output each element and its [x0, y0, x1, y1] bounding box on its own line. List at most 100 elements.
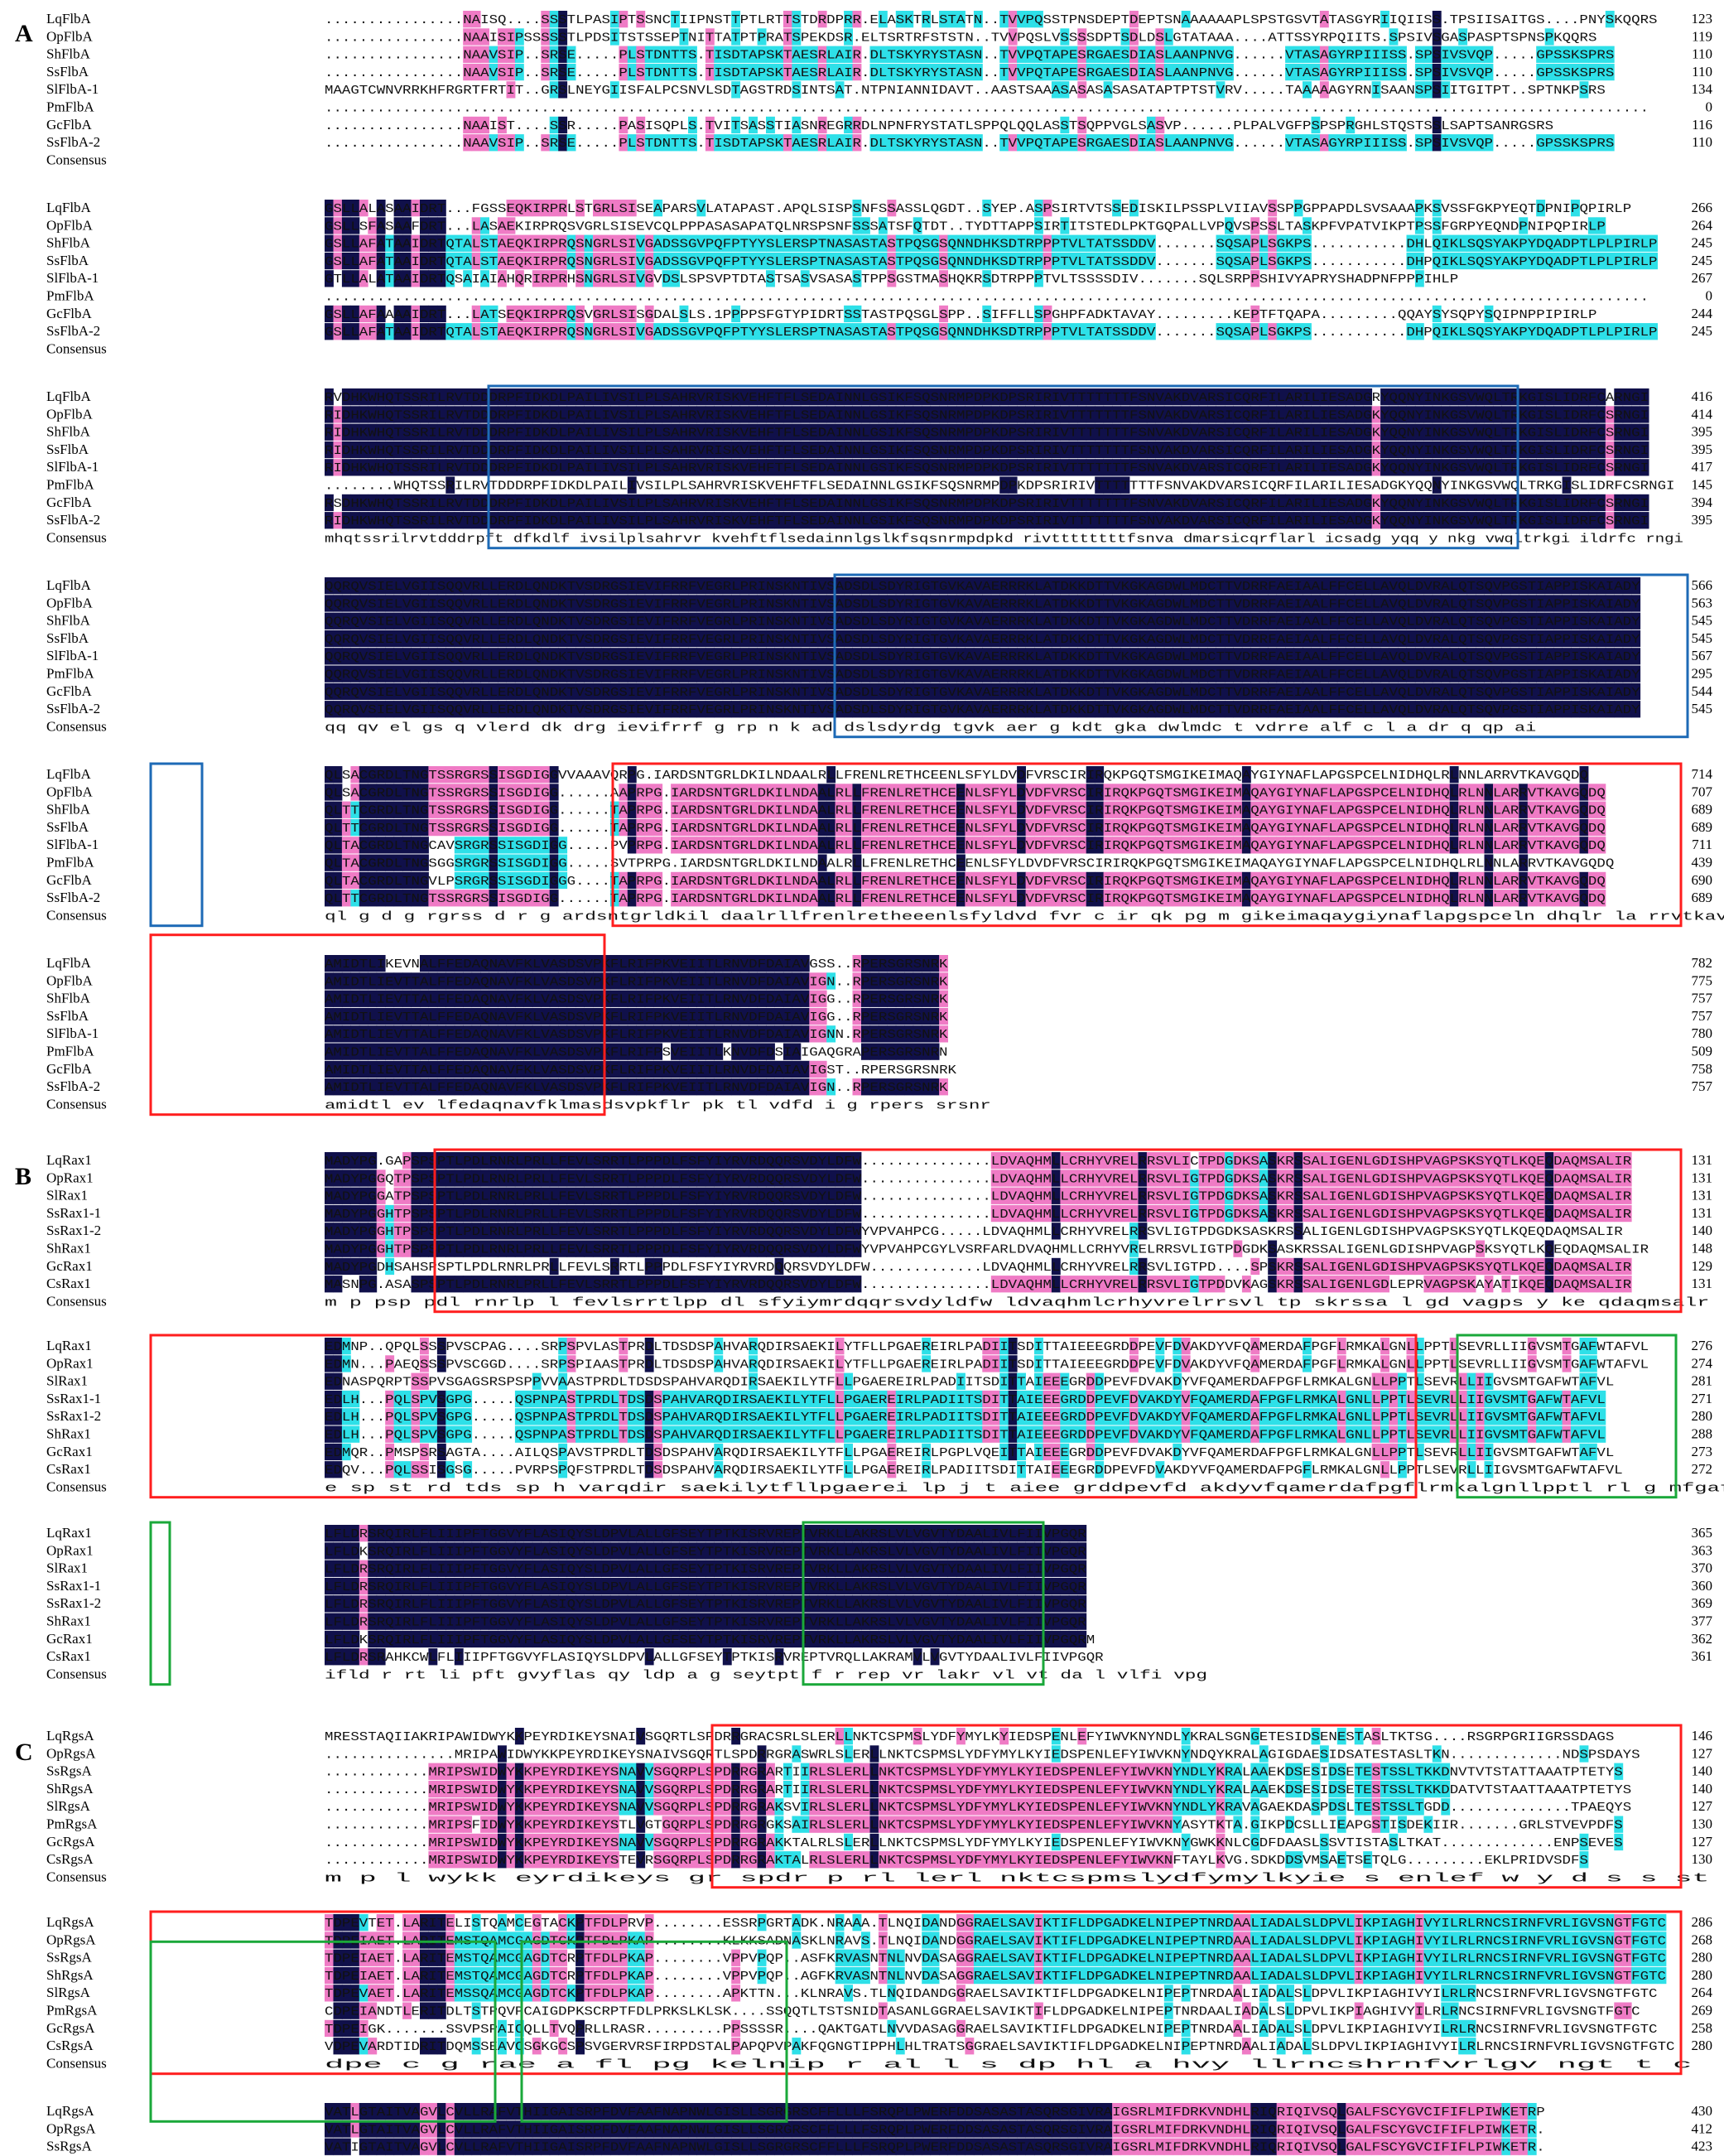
residue-shade [852, 406, 862, 423]
residue-shade [506, 648, 516, 665]
residue-shade [653, 252, 663, 270]
residue-shade [1233, 665, 1243, 682]
residue-shade [662, 577, 672, 595]
residue-shade [1173, 612, 1182, 629]
residue-shade [705, 612, 715, 629]
residue-shade [1311, 577, 1321, 595]
residue-shade [688, 46, 697, 63]
residue-shade [480, 512, 489, 529]
residue-shade [541, 134, 551, 152]
residue-shade [705, 388, 715, 406]
residue-shade [1501, 234, 1511, 252]
residue-shade [662, 423, 672, 441]
residue-shade [1303, 81, 1312, 99]
residue-shade [601, 629, 611, 648]
residue-shade [1008, 323, 1018, 340]
residue-shade [973, 406, 983, 423]
residue-shade [1336, 629, 1346, 648]
residue-shade [705, 252, 715, 270]
residue-shade [1484, 252, 1494, 270]
residue-shade [359, 612, 368, 629]
residue-shade [558, 252, 568, 270]
residue-shade [1112, 494, 1121, 512]
residue-shade [1068, 459, 1078, 476]
residue-shade [766, 423, 775, 441]
residue-shade [325, 388, 334, 406]
residue-shade [445, 441, 455, 459]
residue-shade [1622, 595, 1632, 612]
residue-shade [817, 494, 827, 512]
residue-shade [956, 234, 966, 252]
residue-shade [471, 406, 481, 423]
residue-shade [1173, 648, 1182, 665]
residue-shade [688, 494, 697, 512]
alignment-block: LqFlbA ................NAISQ....SSSTLPASI… [46, 11, 1713, 167]
residue-shade [593, 423, 602, 441]
residue-shade [1025, 577, 1035, 595]
residue-shade [1614, 595, 1624, 612]
residue-shade [1120, 323, 1130, 340]
residue-shade [1303, 494, 1312, 512]
residue-shade [817, 406, 827, 423]
residue-shade [982, 459, 992, 476]
residue-shade [333, 577, 343, 595]
residue-shade [1216, 406, 1226, 423]
residue-shade [956, 11, 966, 28]
residue-sequence: RIDHKWHQTSSRILRVTDDDRPFIDKDLPAILIVSILPLS… [325, 408, 1649, 422]
residue-shade [1250, 494, 1260, 512]
residue-shade [498, 46, 507, 63]
residue-shade [1441, 665, 1451, 682]
position-number: 711 [1692, 837, 1712, 852]
residue-shade [705, 648, 715, 665]
residue-shade [1414, 200, 1424, 217]
residue-shade [428, 388, 438, 406]
residue-shade [653, 494, 663, 512]
residue-sequence: QQRQVSIELVGIISQQVRLLERDLQNDKTVSDRGSIEVIF… [325, 703, 1640, 717]
residue-shade [696, 629, 706, 648]
residue-shade [1034, 612, 1043, 629]
residue-shade [1060, 494, 1070, 512]
residue-shade [895, 252, 905, 270]
residue-shade [341, 648, 351, 665]
residue-shade [662, 323, 672, 340]
residue-shade [817, 665, 827, 682]
residue-shade [1241, 665, 1251, 682]
residue-shade [619, 406, 628, 423]
residue-shade [619, 577, 628, 595]
residue-shade [1086, 46, 1096, 63]
residue-shade [757, 459, 767, 476]
residue-shade [714, 323, 724, 340]
residue-shade [411, 252, 421, 270]
residue-shade [549, 648, 559, 665]
residue-shade [1380, 441, 1389, 459]
residue-shade [1484, 648, 1494, 665]
residue-shade [922, 629, 932, 648]
residue-shade [679, 459, 689, 476]
residue-shade [480, 46, 489, 63]
residue-shade [878, 441, 888, 459]
residue-shade [376, 234, 386, 252]
residue-shade [1173, 629, 1182, 648]
residue-shade [376, 577, 386, 595]
residue-shade [869, 134, 879, 152]
residue-shade [532, 629, 542, 648]
sequence-row: LqFlbA QQRQVSIELVGIISQQVRLLERDLQNDKTVSDRG… [46, 577, 1712, 595]
residue-shade [609, 270, 619, 287]
residue-shade [731, 63, 741, 81]
residue-shade [584, 441, 594, 459]
residue-shade [619, 612, 628, 629]
residue-shade [1259, 459, 1269, 476]
residue-shade [1060, 63, 1070, 81]
residue-shade [359, 388, 368, 406]
residue-shade [601, 648, 611, 665]
residue-shade [428, 577, 438, 595]
residue-shade [1207, 512, 1216, 529]
residue-shade [913, 46, 922, 63]
residue-shade [922, 612, 932, 629]
residue-shade [800, 46, 810, 63]
residue-shade [1155, 648, 1165, 665]
residue-shade [1354, 494, 1364, 512]
residue-shade [1207, 665, 1216, 682]
residue-shade [350, 629, 360, 648]
residue-shade [1562, 63, 1572, 81]
